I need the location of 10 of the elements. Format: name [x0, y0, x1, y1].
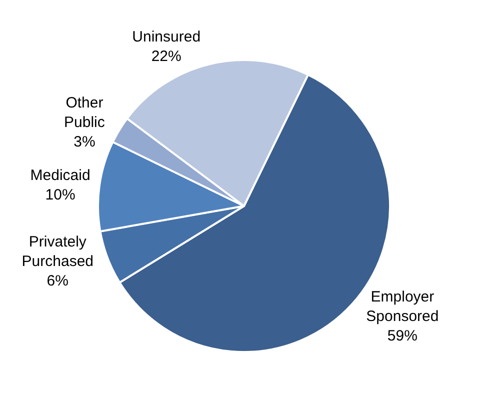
data-label: 6% [46, 272, 68, 290]
slice-label: Employer Sponsored [366, 288, 439, 326]
slice-label: Uninsured [132, 28, 201, 46]
slice-label: Privately Purchased [22, 233, 94, 270]
slice-label: Other Public [64, 94, 106, 131]
slice-label: Medicaid [30, 167, 90, 184]
data-label: 10% [45, 186, 76, 204]
data-label: 22% [151, 48, 182, 66]
data-label: 3% [74, 133, 96, 150]
data-label: 59% [387, 328, 418, 345]
